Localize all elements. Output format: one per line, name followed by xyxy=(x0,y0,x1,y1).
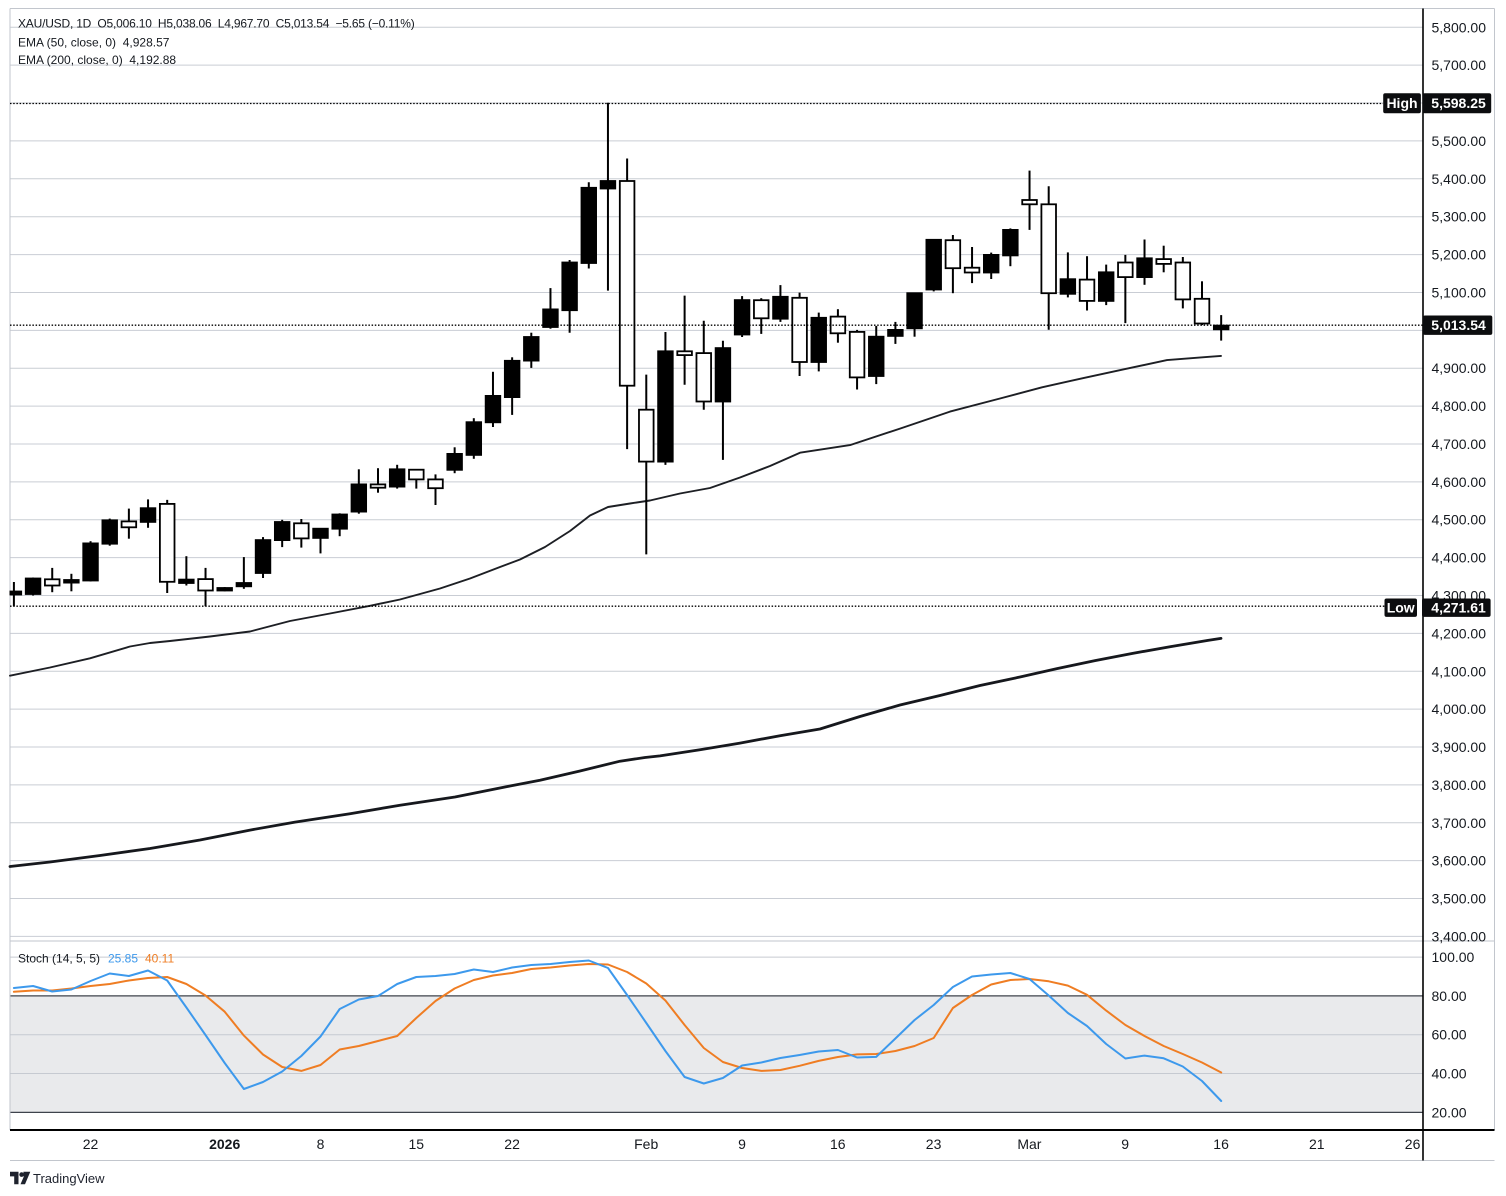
svg-text:100.00: 100.00 xyxy=(1432,949,1475,965)
svg-text:4,500.00: 4,500.00 xyxy=(1432,512,1487,528)
svg-text:2026: 2026 xyxy=(209,1136,240,1152)
svg-text:Stoch (14, 5, 5): Stoch (14, 5, 5) xyxy=(18,952,100,966)
svg-text:3,400.00: 3,400.00 xyxy=(1432,928,1487,944)
svg-text:9: 9 xyxy=(738,1136,746,1152)
svg-text:25.85: 25.85 xyxy=(108,952,138,966)
svg-text:5,800.00: 5,800.00 xyxy=(1432,19,1487,35)
svg-text:40.11: 40.11 xyxy=(145,952,174,966)
svg-text:XAU/USD, 1D O5,006.10 H5,038: XAU/USD, 1D O5,006.10 H5,038.06 L4,967.7… xyxy=(18,17,415,31)
svg-text:16: 16 xyxy=(830,1136,846,1152)
svg-text:3,800.00: 3,800.00 xyxy=(1432,777,1487,793)
svg-text:16: 16 xyxy=(1213,1136,1229,1152)
svg-text:23: 23 xyxy=(926,1136,942,1152)
svg-text:3,900.00: 3,900.00 xyxy=(1432,739,1487,755)
svg-text:5,400.00: 5,400.00 xyxy=(1432,171,1487,187)
svg-text:60.00: 60.00 xyxy=(1432,1027,1467,1043)
svg-text:22: 22 xyxy=(83,1136,99,1152)
svg-text:4,700.00: 4,700.00 xyxy=(1432,436,1487,452)
svg-text:5,300.00: 5,300.00 xyxy=(1432,209,1487,225)
svg-text:4,800.00: 4,800.00 xyxy=(1432,398,1487,414)
svg-text:9: 9 xyxy=(1121,1136,1129,1152)
svg-text:5,013.54: 5,013.54 xyxy=(1431,317,1486,333)
svg-text:5,200.00: 5,200.00 xyxy=(1432,247,1487,263)
svg-text:TradingView: TradingView xyxy=(33,1171,105,1186)
svg-text:21: 21 xyxy=(1309,1136,1325,1152)
svg-text:4,400.00: 4,400.00 xyxy=(1432,550,1487,566)
svg-text:5,700.00: 5,700.00 xyxy=(1432,57,1487,73)
svg-text:Feb: Feb xyxy=(634,1136,658,1152)
svg-text:8: 8 xyxy=(317,1136,325,1152)
svg-text:80.00: 80.00 xyxy=(1432,988,1467,1004)
svg-text:3,600.00: 3,600.00 xyxy=(1432,853,1487,869)
svg-text:EMA (50, close, 0) 4,928.57: EMA (50, close, 0) 4,928.57 xyxy=(18,35,170,49)
svg-text:Mar: Mar xyxy=(1017,1136,1041,1152)
svg-text:5,100.00: 5,100.00 xyxy=(1432,284,1487,300)
svg-text:26: 26 xyxy=(1405,1136,1421,1152)
svg-text:High: High xyxy=(1386,95,1417,111)
svg-text:Low: Low xyxy=(1387,600,1415,616)
svg-text:4,000.00: 4,000.00 xyxy=(1432,701,1487,717)
svg-text:3,700.00: 3,700.00 xyxy=(1432,815,1487,831)
svg-text:5,598.25: 5,598.25 xyxy=(1431,95,1486,111)
svg-text:15: 15 xyxy=(409,1136,425,1152)
svg-text:4,900.00: 4,900.00 xyxy=(1432,360,1487,376)
svg-text:40.00: 40.00 xyxy=(1432,1066,1467,1082)
svg-text:5,500.00: 5,500.00 xyxy=(1432,133,1487,149)
svg-text:22: 22 xyxy=(504,1136,520,1152)
svg-text:4,100.00: 4,100.00 xyxy=(1432,663,1487,679)
svg-text:20.00: 20.00 xyxy=(1432,1104,1467,1120)
svg-text:3,500.00: 3,500.00 xyxy=(1432,891,1487,907)
svg-text:4,600.00: 4,600.00 xyxy=(1432,474,1487,490)
svg-text:EMA (200, close, 0) 4,192.88: EMA (200, close, 0) 4,192.88 xyxy=(18,53,176,67)
svg-text:4,271.61: 4,271.61 xyxy=(1431,600,1486,616)
svg-text:4,200.00: 4,200.00 xyxy=(1432,625,1487,641)
